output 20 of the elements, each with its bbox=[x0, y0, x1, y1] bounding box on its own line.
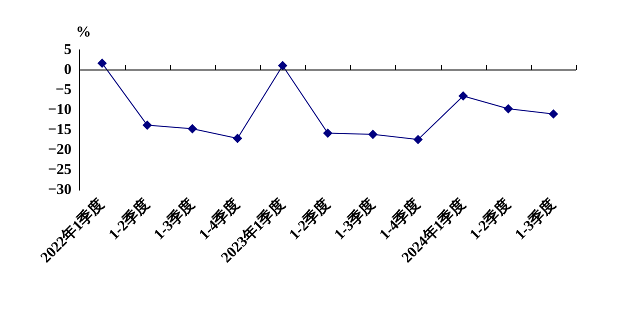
y-axis-title: % bbox=[76, 24, 92, 40]
point bbox=[368, 130, 378, 139]
point bbox=[414, 135, 423, 144]
y-tick-label: −10 bbox=[48, 102, 72, 118]
y-tick-label: 5 bbox=[64, 42, 72, 58]
point bbox=[458, 91, 468, 100]
y-tick-label: 0 bbox=[64, 62, 72, 78]
point bbox=[323, 128, 332, 138]
point bbox=[278, 61, 288, 70]
point bbox=[188, 124, 197, 134]
point bbox=[504, 104, 513, 114]
point bbox=[142, 120, 152, 130]
y-tick-label: −20 bbox=[48, 142, 72, 158]
y-tick-label: −25 bbox=[48, 162, 72, 178]
point bbox=[548, 109, 558, 118]
point bbox=[98, 58, 107, 68]
y-tick-label: −5 bbox=[55, 82, 72, 98]
y-tick-label: −15 bbox=[48, 122, 72, 138]
y-tick-label: −30 bbox=[48, 182, 72, 198]
point bbox=[233, 134, 242, 143]
